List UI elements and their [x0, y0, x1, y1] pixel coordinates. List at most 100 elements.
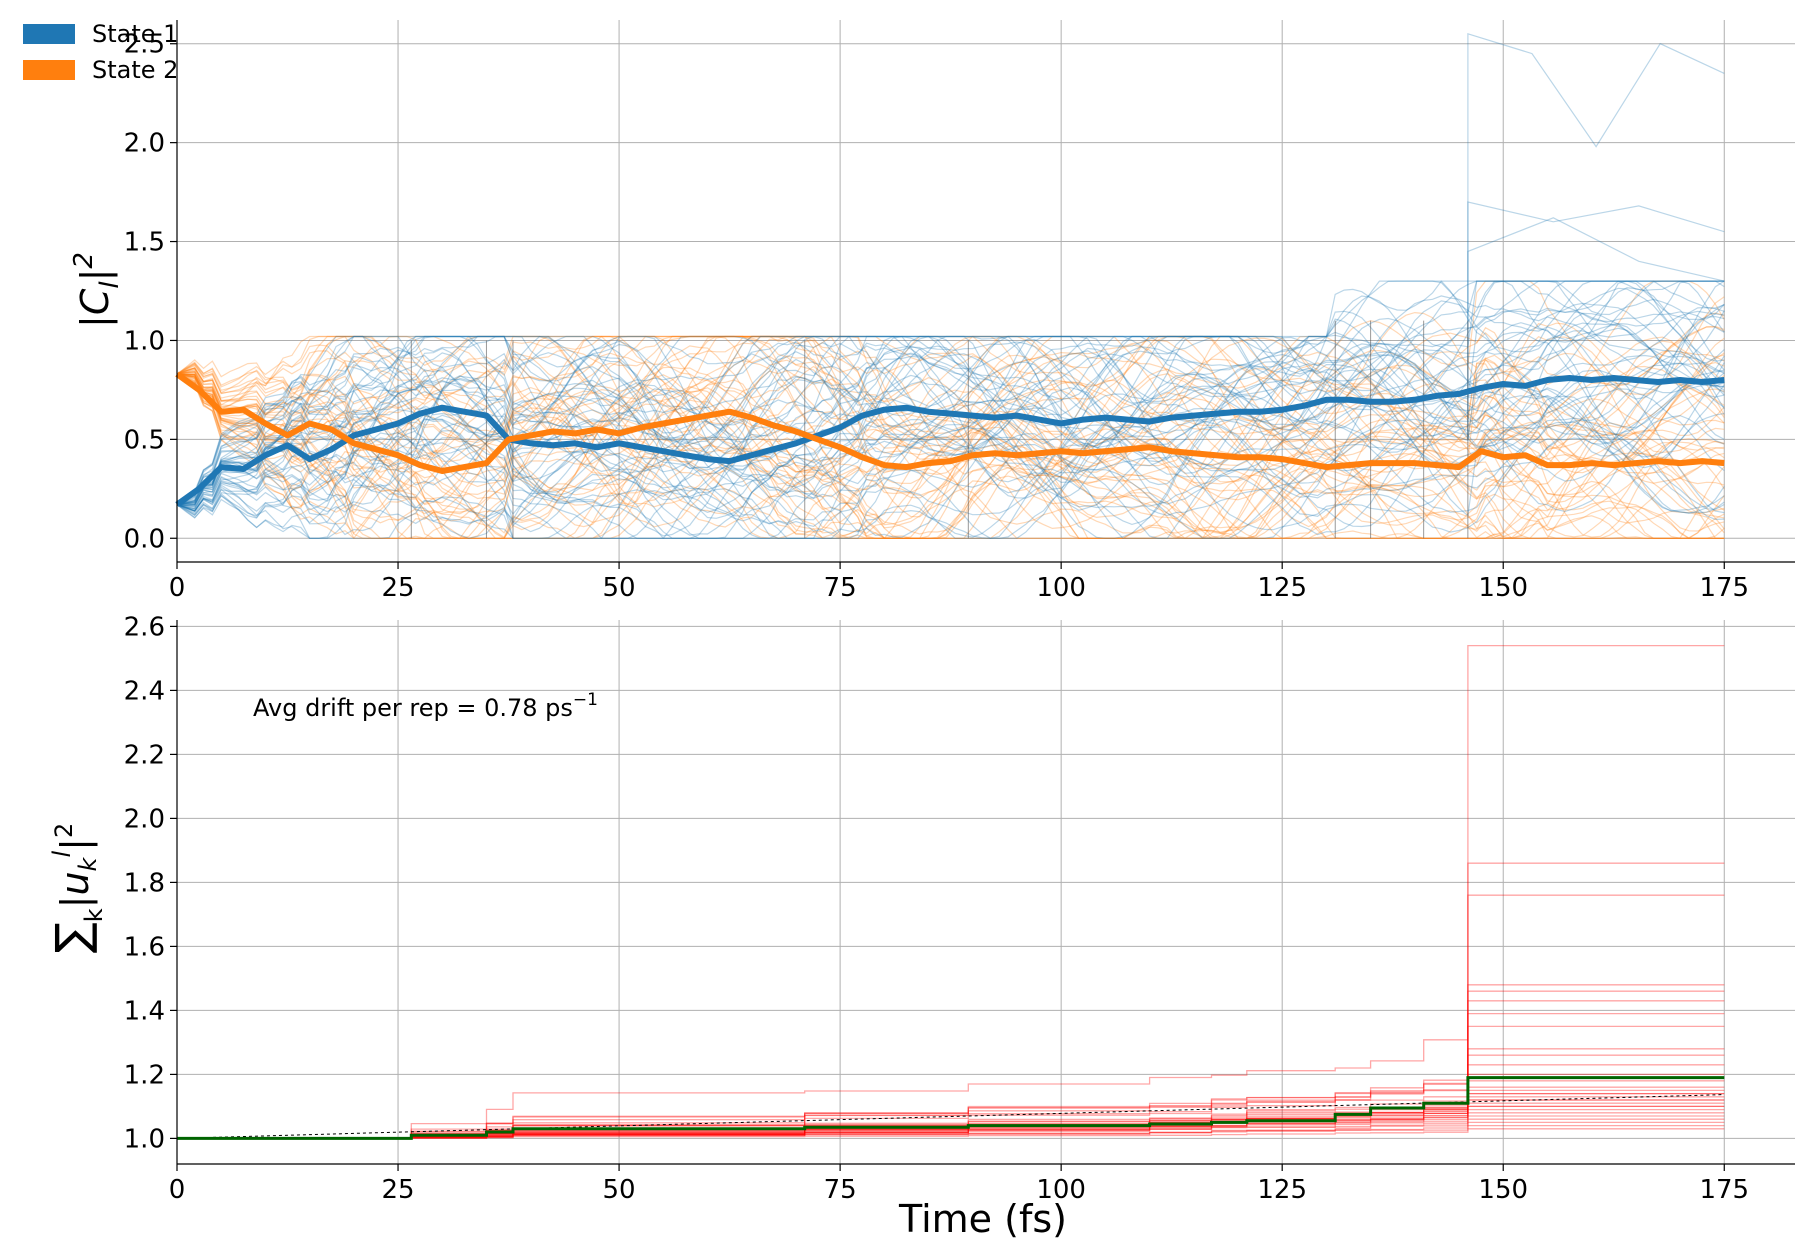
bottom-xtick-label-0: 0 — [169, 1175, 186, 1205]
top-ensemble-trace — [176, 280, 1725, 506]
bottom-ensemble-trace — [177, 1105, 1725, 1140]
bottom-mean-series — [176, 1076, 1725, 1140]
top-ensemble-trace — [176, 315, 1725, 519]
top-ensemble-trace — [176, 373, 1725, 539]
bottom-ytick-label-2: 1.4 — [124, 996, 165, 1026]
legend-swatch-1 — [23, 24, 75, 44]
top-ensemble-trace — [176, 280, 1725, 506]
bottom-ytick-label-3: 1.6 — [124, 932, 165, 962]
top-mean-series — [175, 371, 1725, 508]
top-ensemble-trace — [176, 388, 1725, 539]
top-ensemble-trace — [176, 387, 1725, 539]
top-ensemble-trace — [176, 318, 1725, 506]
top-ensemble-trace — [176, 369, 1725, 539]
top-ensemble-trace — [176, 317, 1725, 506]
top-outlier-trace — [1467, 32, 1725, 440]
bottom-ytick-label-8: 2.6 — [124, 612, 165, 642]
top-ensemble-trace — [176, 373, 1725, 539]
top-ensemble-trace — [177, 345, 1725, 515]
top-ensemble-trace — [176, 369, 1725, 539]
top-ensemble-trace — [176, 389, 1725, 539]
top-ensemble-trace — [176, 373, 1725, 539]
top-ensemble-trace — [176, 280, 1725, 506]
bottom-ensemble-trace — [177, 862, 1725, 1140]
bottom-tick-labels: 0 25 50 75 100 125 150 175 1.0 1.2 1.4 1.6 1.8 2.0 2.2… — [124, 612, 1749, 1205]
top-ensemble-trace — [176, 326, 1725, 465]
top-ensemble-trace — [176, 280, 1725, 506]
top-ensemble-trace — [176, 380, 1725, 539]
top-ensemble-trace — [176, 353, 1725, 517]
bottom-ytick-label-1: 1.2 — [124, 1060, 165, 1090]
top-ensemble-trace — [176, 280, 1725, 506]
top-xtick-label-75: 75 — [824, 573, 857, 603]
bottom-ytick-label-6: 2.2 — [124, 740, 165, 770]
bottom-xtick-label-50: 50 — [603, 1175, 636, 1205]
top-ensemble-trace — [176, 373, 1725, 539]
top-ensemble-trace — [176, 373, 1725, 539]
top-xtick-label-25: 25 — [381, 573, 414, 603]
top-ensemble-trace — [176, 280, 1725, 539]
bottom-ensemble-trace — [177, 1128, 1725, 1140]
mean-norm-line — [177, 1076, 1725, 1140]
bottom-ensemble-trace — [177, 1121, 1725, 1140]
top-ensemble-trace — [176, 335, 1725, 526]
top-ensemble-trace — [176, 335, 1725, 491]
top-xtick-label-100: 100 — [1036, 573, 1086, 603]
top-ensemble-trace — [176, 280, 1725, 429]
top-ensemble-trace — [176, 280, 1725, 506]
top-ensemble-trace — [176, 280, 1725, 506]
top-axes — [170, 20, 1795, 569]
bottom-ensemble-trace — [177, 1048, 1725, 1140]
top-panel: 0 25 50 75 100 125 150 175 0.0 0.5 1.0 1.5 2.0 2.5 |C… — [23, 20, 1795, 603]
legend-label-1: State 1 — [92, 20, 178, 48]
top-outlier-trace — [1467, 217, 1725, 440]
top-ensemble-trace — [176, 280, 1725, 485]
bottom-ensemble-trace — [177, 1080, 1725, 1140]
bottom-ensemble-trace — [177, 1102, 1725, 1140]
top-ensemble-trace — [176, 322, 1725, 510]
bottom-ytick-label-5: 2.0 — [124, 804, 165, 834]
top-ensemble-trace — [176, 311, 1725, 451]
top-xtick-label-150: 150 — [1478, 573, 1528, 603]
top-ensemble-trace — [176, 302, 1725, 506]
top-y-axis-title: |Cl|2 — [69, 252, 125, 328]
top-ensemble-trace — [176, 414, 1725, 539]
top-ensemble-trace — [176, 373, 1725, 540]
top-ensemble-trace — [176, 373, 1725, 539]
legend: State 1 State 2 — [23, 20, 178, 84]
top-ensemble-trace — [176, 373, 1725, 539]
top-ytick-label-1: 0.5 — [124, 425, 165, 455]
top-ensemble-trace — [176, 365, 1725, 538]
top-ensemble-trace — [176, 394, 1725, 539]
top-ensemble-trace — [176, 369, 1725, 539]
top-ensemble-trace — [176, 373, 1725, 540]
top-ensemble-trace — [176, 280, 1725, 506]
bottom-ensemble-trace — [177, 1054, 1725, 1140]
top-tick-labels: 0 25 50 75 100 125 150 175 0.0 0.5 1.0 1.5 2.0 2.5 — [124, 30, 1749, 603]
top-ytick-label-4: 2.0 — [124, 129, 165, 159]
bottom-axes — [170, 620, 1795, 1171]
top-ensemble-trace — [176, 373, 1725, 539]
legend-swatch-2 — [23, 60, 75, 80]
top-ensemble-trace — [176, 280, 1725, 506]
bottom-xtick-label-125: 125 — [1257, 1175, 1307, 1205]
top-ytick-label-2: 1.0 — [124, 326, 165, 356]
bottom-ensemble-trace — [177, 1108, 1725, 1140]
top-ensemble-trace — [176, 280, 1725, 506]
series-line-2 — [175, 371, 1725, 474]
top-ensemble-trace — [176, 372, 1725, 539]
x-axis-title: Time (fs) — [898, 1197, 1067, 1241]
top-ensemble-trace — [176, 280, 1725, 506]
bottom-ensemble-trace — [177, 1096, 1725, 1140]
drift-annotation: Avg drift per rep = 0.78 ps−1 — [253, 690, 598, 722]
top-ensemble-trace — [176, 373, 1725, 539]
bottom-ytick-label-7: 2.4 — [124, 676, 165, 706]
top-ensemble-trace — [176, 373, 1725, 539]
top-ensemble-trace — [176, 373, 1725, 534]
bottom-ensemble-trace — [177, 1112, 1725, 1140]
series-line-1 — [175, 375, 1725, 508]
top-ensemble-trace — [176, 309, 1725, 506]
top-xtick-label-50: 50 — [603, 573, 636, 603]
top-ensemble-trace — [176, 373, 1725, 539]
